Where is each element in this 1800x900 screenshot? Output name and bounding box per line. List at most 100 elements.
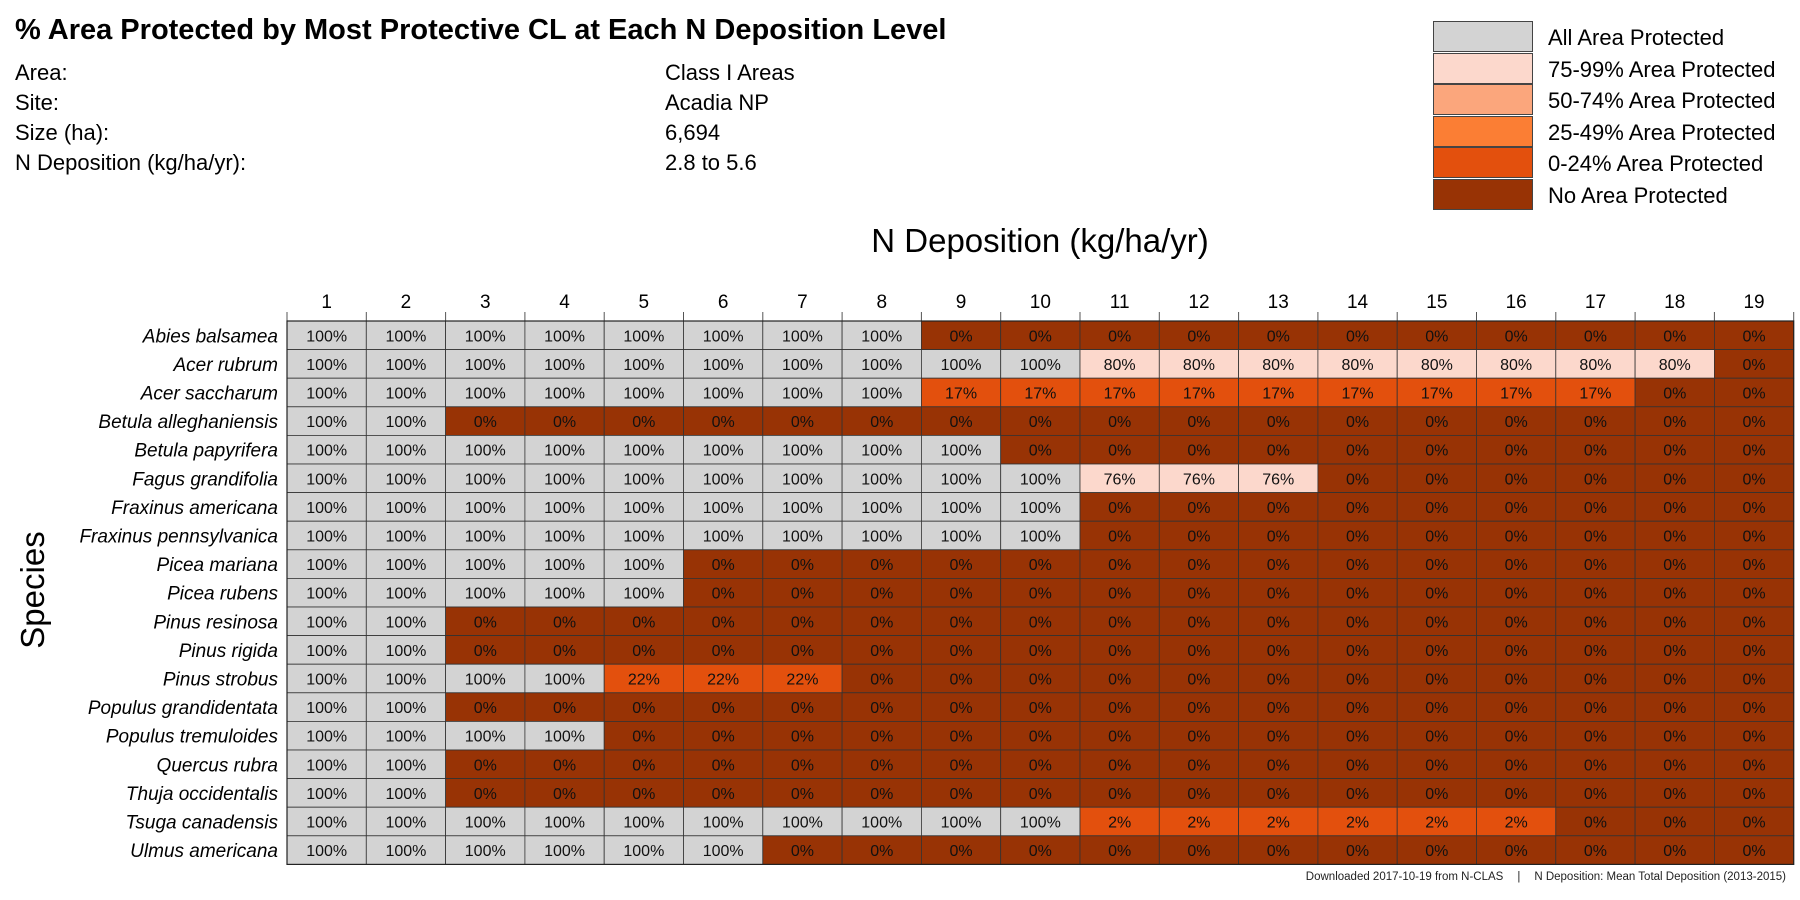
cell-value-label: 0% (1663, 815, 1686, 832)
cell-value-label: 0% (1584, 815, 1607, 832)
cell-value-label: 22% (786, 672, 818, 689)
cell-value-label: 100% (306, 414, 347, 431)
heatmap-cell (762, 520, 843, 551)
cell-value-label: 100% (385, 843, 426, 860)
heatmap-cell (1317, 520, 1398, 551)
cell-value-label: 100% (1020, 357, 1061, 374)
cell-value-label: 100% (703, 815, 744, 832)
heatmap-cell (841, 778, 922, 808)
cell-value-label: 0% (712, 614, 735, 631)
heatmap-cell (286, 778, 367, 808)
heatmap-cell (365, 578, 446, 608)
heatmap-cell (1396, 749, 1477, 780)
heatmap-cell (524, 663, 605, 694)
cell-value-label: 0% (1108, 672, 1131, 689)
heatmap-cell (921, 635, 1002, 665)
cell-value-label: 100% (385, 328, 426, 345)
heatmap-cell (603, 606, 684, 637)
heatmap-cell (1238, 606, 1319, 637)
heatmap-cell (1555, 806, 1636, 837)
species-label: Picea rubens (167, 584, 278, 605)
cell-value-label: 100% (782, 529, 823, 546)
cell-value-label: 100% (385, 386, 426, 403)
cell-value-label: 0% (1267, 729, 1290, 746)
heatmap-cell (445, 549, 526, 579)
heatmap-cell (1555, 434, 1636, 465)
cell-value-label: 100% (544, 500, 585, 517)
cell-value-label: 0% (870, 729, 893, 746)
heatmap-cell (1000, 320, 1081, 351)
heatmap-cell (603, 463, 684, 494)
cell-value-label: 0% (1029, 443, 1052, 460)
heatmap-cell (1555, 778, 1636, 808)
cell-value-label: 0% (1425, 529, 1448, 546)
heatmap-cell (286, 806, 367, 837)
cell-value-label: 0% (553, 700, 576, 717)
heatmap-cell (683, 434, 764, 465)
heatmap-cell (1555, 749, 1636, 780)
heatmap-cell (286, 578, 367, 608)
heatmap-cell (286, 635, 367, 665)
cell-value-label: 0% (1584, 443, 1607, 460)
heatmap-cell (921, 663, 1002, 694)
heatmap-cell (1238, 835, 1319, 865)
cell-value-label: 0% (870, 586, 893, 603)
cell-value-label: 0% (1425, 843, 1448, 860)
heatmap-cell (286, 377, 367, 408)
cell-value-label: 100% (623, 471, 664, 488)
heatmap-cell (1714, 349, 1795, 379)
cell-value-label: 0% (870, 614, 893, 631)
cell-value-label: 100% (703, 386, 744, 403)
heatmap-cell (1238, 663, 1319, 694)
cell-value-label: 0% (1584, 786, 1607, 803)
cell-value-label: 100% (623, 443, 664, 460)
cell-value-label: 0% (870, 643, 893, 660)
cell-value-label: 0% (1267, 414, 1290, 431)
cell-value-label: 0% (712, 757, 735, 774)
cell-value-label: 80% (1500, 357, 1532, 374)
heatmap-cell (445, 835, 526, 865)
heatmap-cell (1396, 635, 1477, 665)
legend-swatch (1433, 21, 1533, 52)
cell-value-label: 0% (791, 643, 814, 660)
heatmap-cell (1396, 606, 1477, 637)
heatmap-cell (841, 806, 922, 837)
cell-value-label: 0% (1425, 471, 1448, 488)
heatmap-cell (683, 463, 764, 494)
heatmap-cell (603, 349, 684, 379)
heatmap-cell (1555, 463, 1636, 494)
cell-value-label: 100% (465, 815, 506, 832)
heatmap-cell (286, 349, 367, 379)
cell-value-label: 100% (861, 443, 902, 460)
info-label: Size (ha): (15, 120, 110, 145)
cell-value-label: 100% (306, 557, 347, 574)
heatmap-cell (1634, 349, 1715, 379)
cell-value-label: 0% (632, 414, 655, 431)
species-label: Fraxinus pennsylvanica (79, 527, 278, 548)
cell-value-label: 0% (1267, 443, 1290, 460)
cell-value-label: 100% (703, 328, 744, 345)
cell-value-label: 0% (1742, 443, 1765, 460)
legend-label: 25-49% Area Protected (1548, 119, 1776, 145)
cell-value-label: 100% (385, 729, 426, 746)
heatmap-cell (921, 692, 1002, 722)
cell-value-label: 0% (1267, 500, 1290, 517)
cell-value-label: 0% (1346, 586, 1369, 603)
legend-swatch (1433, 115, 1533, 147)
cell-value-label: 0% (791, 700, 814, 717)
heatmap-cell (1000, 663, 1081, 694)
cell-value-label: 0% (1029, 672, 1052, 689)
cell-value-label: 0% (1346, 529, 1369, 546)
heatmap-cell (524, 692, 605, 722)
cell-value-label: 100% (385, 500, 426, 517)
cell-value-label: 17% (1579, 386, 1611, 403)
cell-value-label: 0% (791, 586, 814, 603)
heatmap-cell (1079, 606, 1160, 637)
cell-value-label: 80% (1342, 357, 1374, 374)
heatmap-cell (1079, 749, 1160, 780)
heatmap-cell (365, 806, 446, 837)
heatmap-cell (1079, 492, 1160, 522)
heatmap-cell (1317, 492, 1398, 522)
cell-value-label: 100% (306, 700, 347, 717)
cell-value-label: 100% (623, 328, 664, 345)
